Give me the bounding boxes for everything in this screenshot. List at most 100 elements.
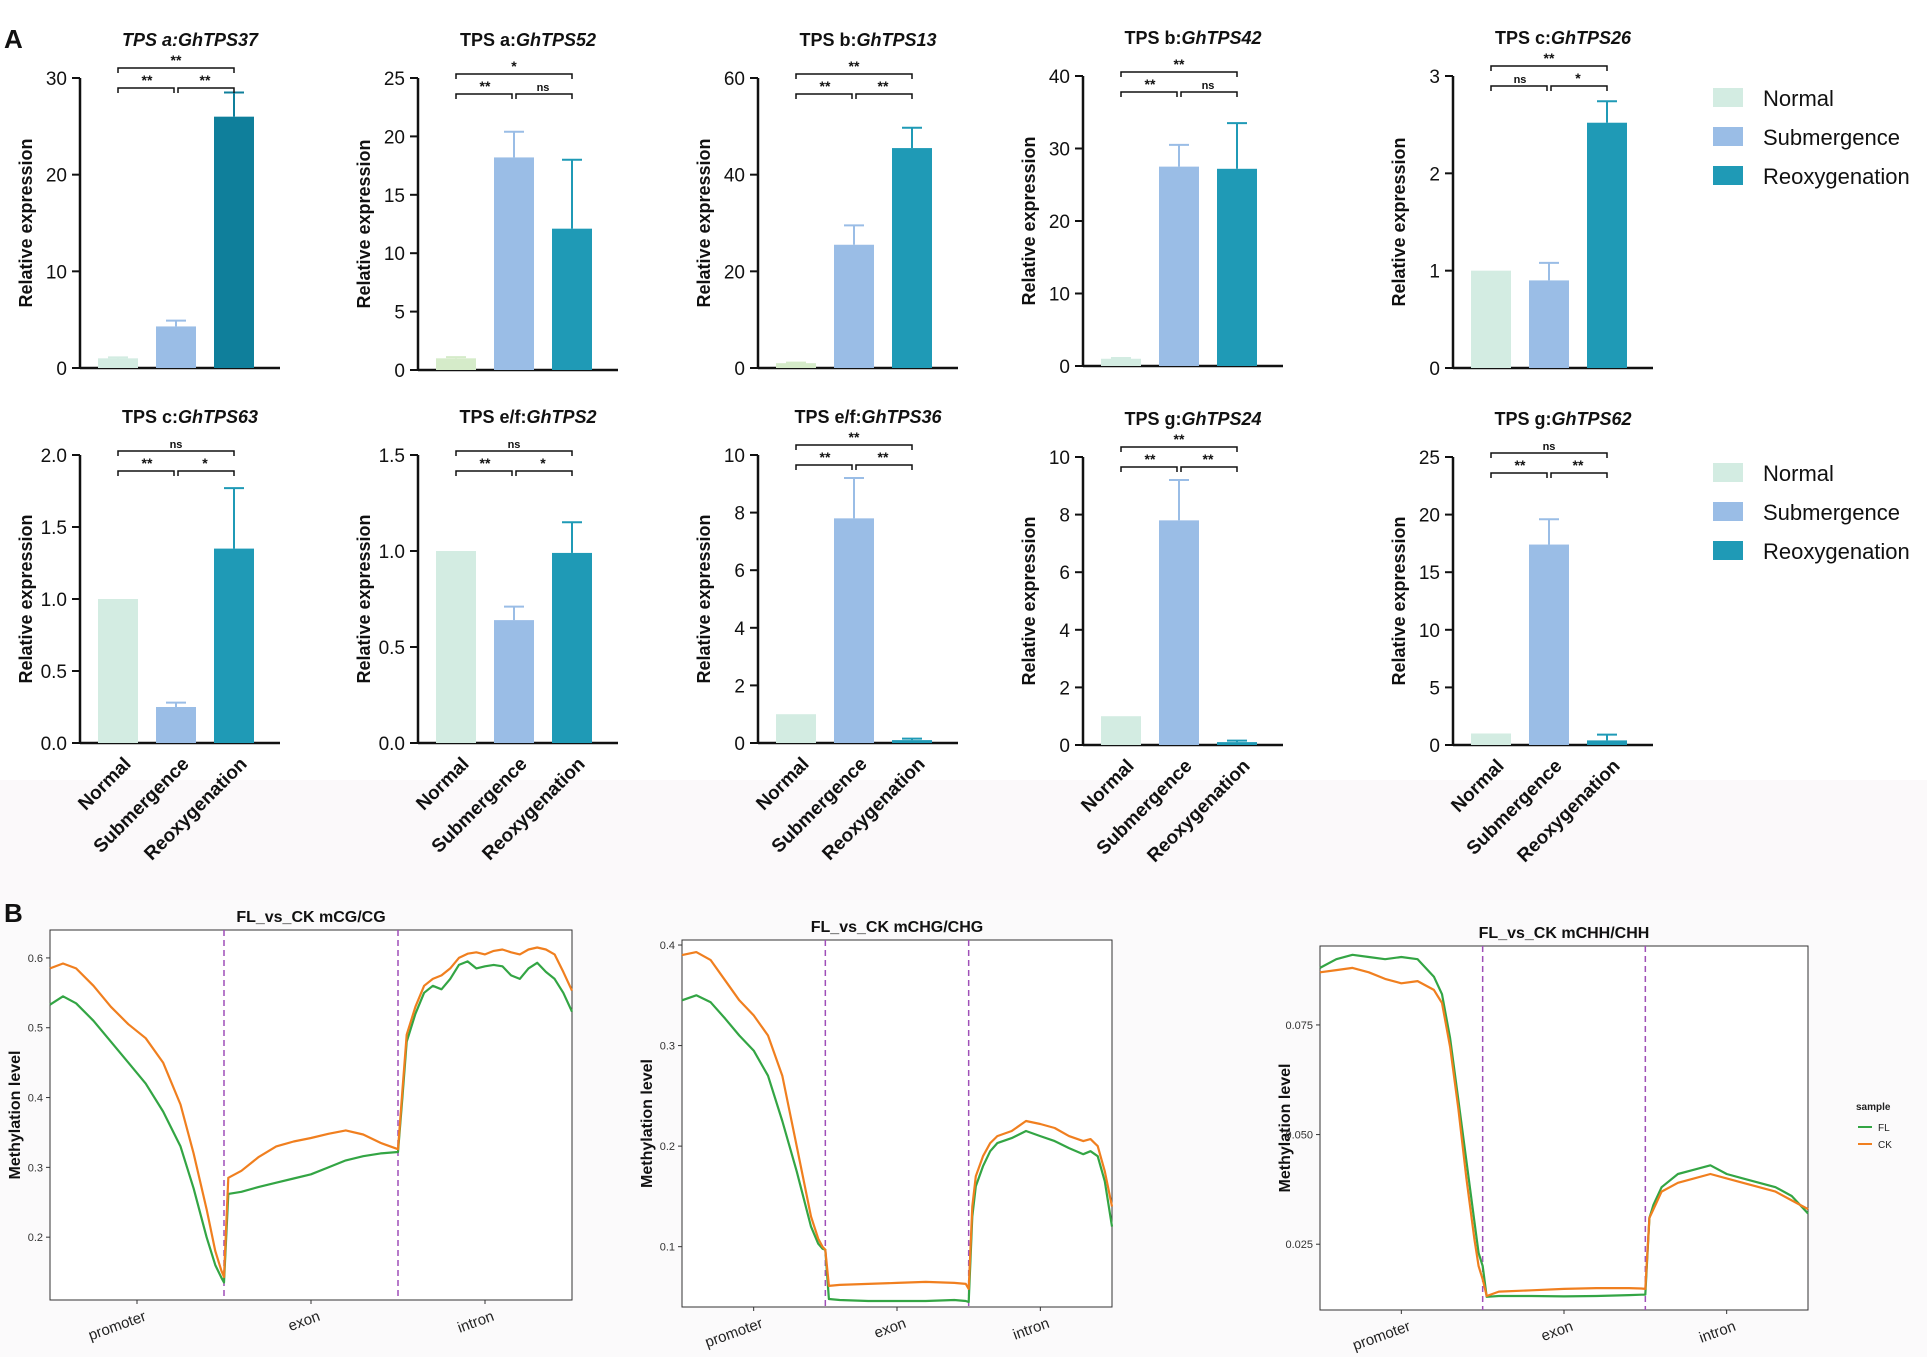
- chart-title-prefix: TPS b:: [1124, 28, 1181, 48]
- y-tick-label: 10: [1419, 621, 1440, 642]
- series-line-fl: [681, 994, 1114, 1304]
- chart-title-gene: GhTPS37: [178, 30, 259, 50]
- y-tick-label: 20: [46, 166, 67, 187]
- significance-label: ns: [1202, 80, 1215, 92]
- bar-reoxygenation: [1217, 168, 1257, 366]
- y-axis-label: Relative expression: [1019, 136, 1039, 305]
- y-tick-label: 5: [1429, 678, 1440, 699]
- y-axis-label: Relative expression: [354, 139, 374, 308]
- chart-title-gene: GhTPS63: [178, 407, 258, 427]
- legend-label: Reoxygenation: [1763, 539, 1910, 564]
- x-tick-label: promoter: [703, 1315, 765, 1352]
- y-tick-label: 0.0: [379, 734, 405, 755]
- significance-label: **: [142, 72, 153, 88]
- chart-title-gene: GhTPS26: [1551, 28, 1632, 48]
- significance-bracket: [1490, 472, 1548, 478]
- y-tick-label: 15: [1419, 563, 1440, 584]
- bar-submergence: [834, 518, 874, 743]
- significance-label: **: [1145, 76, 1156, 92]
- chart-title: TPS a:GhTPS52: [460, 30, 596, 50]
- bar-normal: [776, 363, 816, 368]
- chart-title-gene: GhTPS36: [861, 407, 942, 427]
- legend-swatch: [1713, 166, 1743, 185]
- y-tick-label: 0.5: [41, 662, 67, 683]
- y-tick-label: 2.0: [41, 446, 67, 467]
- significance-label: *: [511, 58, 517, 74]
- bar-reoxygenation: [892, 148, 932, 368]
- y-tick-label: 4: [1059, 621, 1070, 642]
- y-tick-label: 30: [1049, 140, 1070, 161]
- y-tick-label: 0.2: [28, 1232, 43, 1244]
- y-tick-label: 20: [1419, 506, 1440, 527]
- y-tick-label: 6: [1059, 563, 1070, 584]
- y-tick-label: 0: [56, 359, 67, 380]
- bar-chart-GhTPS2: TPS e/f:GhTPS2 0.0 0.5 1.0 1.5 Relative expre…: [354, 407, 618, 865]
- chart-title-prefix: TPS g:: [1494, 409, 1551, 429]
- significance-bracket: [117, 470, 175, 476]
- y-tick-label: 10: [46, 262, 67, 283]
- methylation-chart-2: FL_vs_CK mCHG/CHG Methylation level 0.1 0.2…: [639, 919, 1114, 1352]
- bar-submergence: [1159, 166, 1199, 366]
- y-tick-label: 10: [384, 244, 405, 265]
- significance-bracket: [455, 470, 513, 476]
- chart-title-gene: GhTPS13: [856, 30, 936, 50]
- chart-title-prefix: TPS c:: [122, 407, 178, 427]
- y-tick-label: 0.3: [660, 1041, 675, 1053]
- significance-label: **: [1174, 431, 1185, 447]
- series-line-ck: [681, 950, 1114, 1291]
- significance-bracket: [117, 450, 235, 456]
- legend-label: CK: [1878, 1140, 1892, 1151]
- y-tick-label: 8: [1059, 506, 1070, 527]
- y-tick-label: 15: [384, 186, 405, 207]
- series-line-ck: [49, 946, 573, 1279]
- y-tick-label: 40: [724, 166, 745, 187]
- y-tick-label: 4: [734, 619, 745, 640]
- bar-reoxygenation: [214, 116, 254, 369]
- significance-bracket: [1180, 91, 1238, 97]
- significance-label: ns: [508, 439, 521, 451]
- significance-label: *: [202, 455, 208, 471]
- y-tick-label: 6: [734, 561, 745, 582]
- y-tick-label: 0: [1059, 357, 1070, 378]
- chart-title-prefix: TPS b:: [799, 30, 856, 50]
- y-tick-label: 0.4: [28, 1093, 43, 1105]
- significance-label: **: [142, 455, 153, 471]
- legend-swatch: [1713, 88, 1743, 107]
- significance-label: *: [540, 455, 546, 471]
- bar-reoxygenation: [1217, 742, 1257, 745]
- bar-submergence: [156, 326, 196, 368]
- y-axis-label: Relative expression: [16, 138, 36, 307]
- y-tick-label: 0: [734, 359, 745, 380]
- significance-bracket: [177, 87, 235, 93]
- bar-normal: [1471, 270, 1511, 368]
- y-tick-label: 0: [734, 734, 745, 755]
- significance-bracket: [515, 470, 573, 476]
- y-tick-label: 8: [734, 504, 745, 525]
- y-tick-label: 0.2: [660, 1141, 675, 1153]
- y-tick-label: 0.3: [28, 1162, 43, 1174]
- y-axis-label: Relative expression: [1019, 516, 1039, 685]
- legend-label: Submergence: [1763, 125, 1900, 150]
- y-tick-label: 3: [1429, 67, 1440, 88]
- y-tick-label: 25: [1419, 448, 1440, 469]
- y-axis-label: Relative expression: [354, 514, 374, 683]
- bar-normal: [776, 714, 816, 743]
- bar-normal: [1471, 733, 1511, 745]
- y-tick-label: 1: [1429, 262, 1440, 283]
- bar-reoxygenation: [214, 548, 254, 743]
- chart-title-prefix: TPS e/f:: [459, 407, 526, 427]
- x-tick-label: promoter: [86, 1308, 148, 1345]
- x-tick-label: exon: [286, 1308, 322, 1335]
- panel-a-label: A: [4, 24, 23, 54]
- significance-label: **: [480, 78, 491, 94]
- chart-title: TPS g:GhTPS62: [1494, 409, 1631, 429]
- methylation-chart-3: FL_vs_CK mCHH/CHH Methylation level 0.025 0…: [1277, 925, 1892, 1354]
- bar-chart-GhTPS62: TPS g:GhTPS62 0 5 10 15 20 25 Relative expressi…: [1389, 409, 1653, 867]
- significance-bracket: [1490, 85, 1548, 91]
- x-category-label: Reoxygenation: [140, 754, 251, 865]
- y-tick-label: 0.4: [660, 940, 675, 952]
- significance-label: ns: [1543, 441, 1556, 453]
- bar-reoxygenation: [1587, 740, 1627, 745]
- legend-label: Reoxygenation: [1763, 164, 1910, 189]
- legend-label: Submergence: [1763, 500, 1900, 525]
